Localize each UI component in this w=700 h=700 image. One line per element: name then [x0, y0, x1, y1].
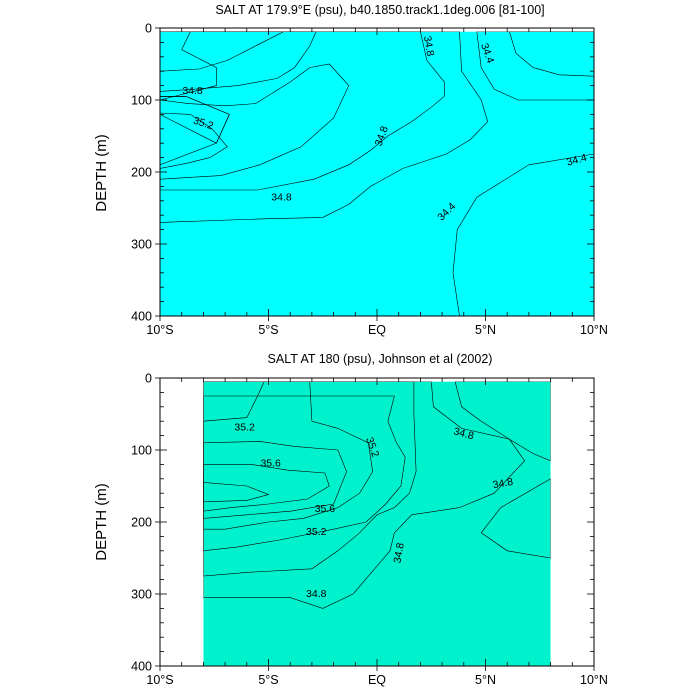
- contour-label: 34.8: [492, 476, 514, 491]
- y-tick-label: 300: [131, 588, 152, 602]
- contour-region-3: [203, 381, 417, 577]
- contour-region-0: [454, 381, 551, 462]
- x-tick-label: 5°N: [475, 673, 496, 687]
- contour-region-4: [203, 395, 406, 552]
- contour-region-1: [480, 478, 551, 559]
- contour-field: 34.835.234.834.8 34.434.834.434.4: [160, 31, 594, 316]
- contour-label: 34.8: [421, 35, 436, 57]
- x-tick-label: EQ: [368, 323, 386, 337]
- x-tick-label: 5°S: [258, 323, 278, 337]
- x-tick-label: 10°S: [146, 673, 173, 687]
- top-panel-title: SALT AT 179.9°E (psu), b40.1850.track1.1…: [215, 3, 544, 17]
- contour-label: 35.2: [306, 526, 327, 538]
- contour-label: 35.2: [234, 421, 255, 433]
- contour-base-fill: [160, 31, 594, 316]
- x-tick-label: 10°S: [146, 323, 173, 337]
- x-tick-label: 5°N: [475, 323, 496, 337]
- y-tick-label: 400: [131, 310, 152, 324]
- contour-label: 34.8: [271, 192, 292, 204]
- bottom-panel: SALT AT 180 (psu), Johnson et al (2002) …: [93, 352, 608, 687]
- x-tick-label: EQ: [368, 673, 386, 687]
- contour-label: 34.8: [392, 542, 407, 564]
- y-tick-label: 100: [131, 94, 152, 108]
- y-tick-label: 100: [131, 444, 152, 458]
- contour-label: 34.8: [182, 85, 203, 97]
- contour-region-5: [203, 381, 374, 530]
- top-panel-ylabel: DEPTH (m): [93, 134, 110, 212]
- contour-region-6: [160, 96, 230, 166]
- contour-region-9: [160, 112, 228, 169]
- contour-region-3: [476, 31, 594, 101]
- y-tick-label: 200: [131, 166, 152, 180]
- contour-region-1: [509, 31, 594, 77]
- contour-region-0: [160, 31, 284, 72]
- x-tick-label: 10°N: [580, 673, 608, 687]
- y-tick-label: 400: [131, 660, 152, 674]
- contour-region-4: [452, 153, 594, 316]
- contour-region-6: [203, 441, 347, 519]
- top-panel-plot-area: 34.835.234.834.8 34.434.834.434.410°S 5°S E…: [131, 22, 608, 338]
- contour-region-8: [160, 63, 350, 180]
- contour-region-2: [203, 381, 525, 609]
- contour-label: 35.6: [315, 503, 336, 515]
- y-tick-label: 300: [131, 238, 152, 252]
- contour-label: 34.8: [306, 588, 327, 600]
- bottom-panel-title: SALT AT 180 (psu), Johnson et al (2002): [268, 352, 493, 366]
- contour-region-8: [203, 482, 270, 503]
- contour-field: 35.235.635.635.235.234.834.834.834.8: [203, 381, 551, 666]
- y-tick-label: 200: [131, 516, 152, 530]
- contour-region-7: [203, 464, 330, 512]
- contour-label: 34.4: [565, 152, 588, 169]
- contour-region-7: [160, 31, 445, 191]
- x-tick-label: 10°N: [580, 323, 608, 337]
- bottom-panel-ylabel: DEPTH (m): [93, 483, 110, 561]
- x-tick-label: 5°S: [258, 673, 278, 687]
- y-tick-label: 0: [145, 22, 152, 36]
- bottom-panel-plot-area: 35.235.635.635.235.234.834.834.834.810°S…: [131, 372, 608, 688]
- y-tick-label: 0: [145, 372, 152, 386]
- top-panel: SALT AT 179.9°E (psu), b40.1850.track1.1…: [93, 3, 608, 337]
- contour-label: 35.6: [260, 457, 281, 469]
- contour-region-2: [160, 31, 317, 92]
- contour-base-fill: [203, 381, 551, 666]
- contour-label: 34.8: [452, 425, 475, 442]
